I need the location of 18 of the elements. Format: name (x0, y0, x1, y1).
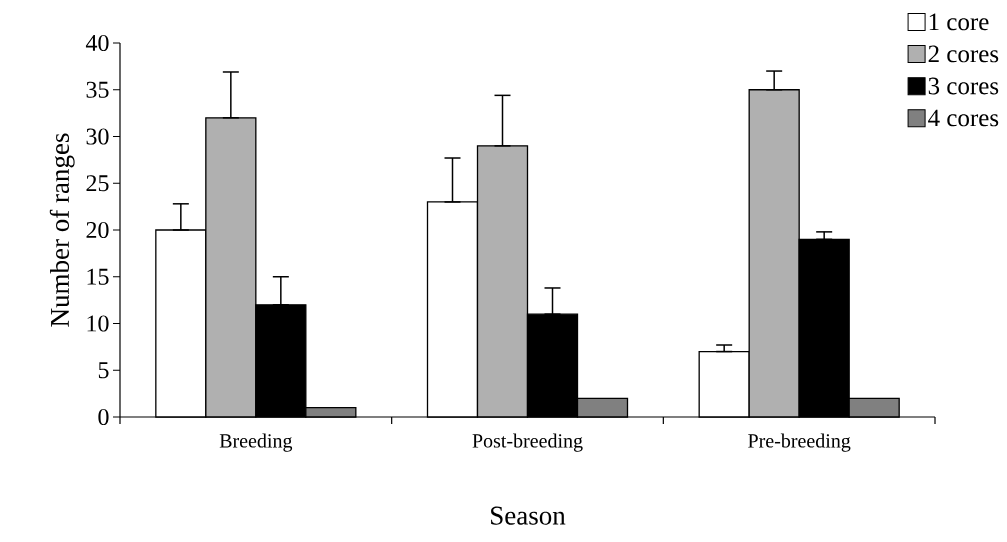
legend-label: 2 cores (928, 45, 999, 63)
y-tick-label: 25 (86, 175, 109, 192)
y-tick-label: 15 (87, 268, 109, 285)
y-tick-label: 5 (98, 362, 109, 379)
x-axis-title: Season (491, 506, 566, 525)
y-tick-label: 0 (98, 408, 109, 426)
legend-label: 4 cores (928, 109, 999, 127)
y-tick-label: 30 (86, 128, 109, 145)
x-tick-label: Post-breeding (472, 433, 583, 452)
x-tick-label: Pre-breeding (748, 433, 851, 452)
y-tick-label: 35 (86, 81, 109, 98)
legend-label: 3 cores (928, 77, 999, 95)
y-tick-label: 20 (86, 221, 109, 239)
legend-label: 1 core (929, 13, 989, 31)
x-tick-label: Breeding (219, 433, 293, 452)
y-tick-label: 40 (85, 34, 109, 52)
y-tick-label: 10 (87, 315, 109, 332)
y-axis-title: Number of ranges (49, 133, 75, 327)
